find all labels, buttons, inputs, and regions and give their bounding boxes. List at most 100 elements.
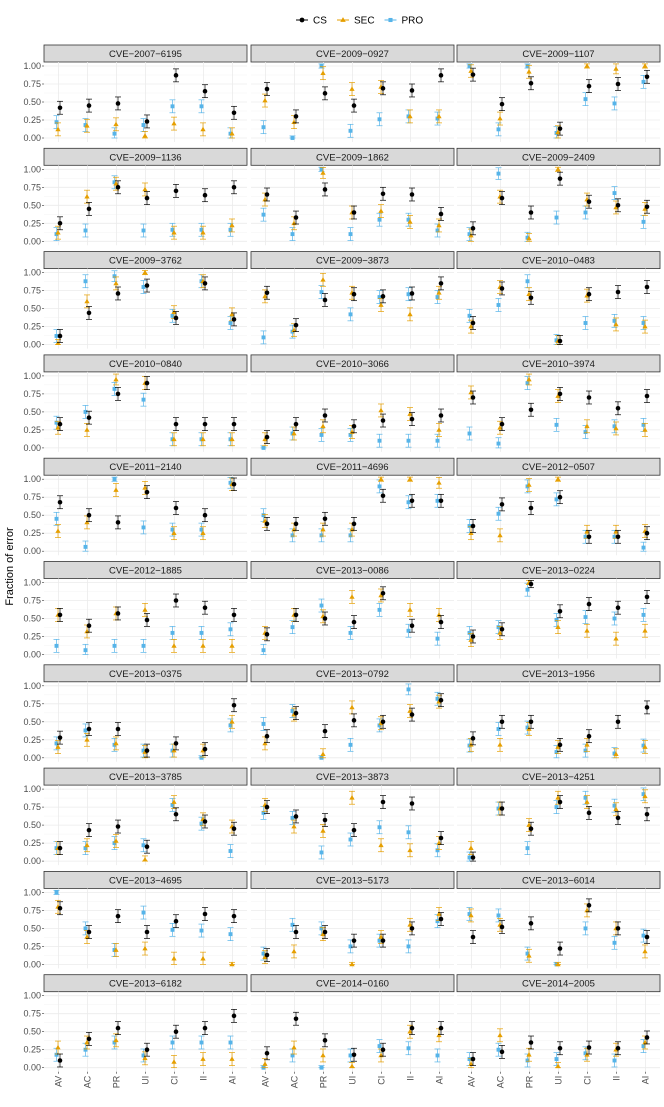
data-marker [83,728,88,733]
facet-panel: CVE−2014−0160 AV AC PR UI CI II AI [250,974,455,1088]
facet-title: CVE−2007−6195 [109,49,182,60]
point-pro [611,186,618,200]
data-marker [57,105,63,111]
data-marker [406,217,411,222]
data-marker [144,489,150,495]
data-marker [470,320,476,326]
data-marker [586,534,592,540]
data-marker [584,799,590,804]
point-cs [586,806,592,820]
y-tick-label: 0.00 [23,856,41,866]
point-cs [322,1033,328,1048]
point-sec [436,218,442,233]
point-cs [144,191,150,205]
y-tick-label: 0.25 [23,322,41,332]
y-tick-label: 0.00 [23,236,41,246]
data-marker [319,926,324,931]
data-marker [199,527,204,532]
data-marker [144,195,150,201]
data-marker [406,628,411,633]
data-marker [409,712,415,717]
point-cs [586,194,592,209]
facet-title: CVE−2013−1956 [522,669,595,680]
y-tick-label: 0.00 [23,443,41,453]
facet-title: CVE−2010−3066 [316,359,389,370]
data-marker [173,315,179,321]
point-cs [380,933,386,948]
point-sec [642,63,648,69]
point-sec [349,590,355,604]
point-cs [528,402,534,417]
point-pro [524,63,531,69]
data-marker [319,533,324,538]
data-marker [55,744,61,749]
point-cs [644,807,650,822]
y-tick-label: 0.25 [23,218,41,228]
point-sec [113,117,119,132]
point-sec [142,269,148,276]
data-marker [407,476,413,482]
y-tick-label: 0.00 [23,133,41,143]
facet-panel: CVE−2009−2409 [456,147,661,246]
data-marker [141,843,146,848]
data-marker [409,801,415,806]
data-marker [525,64,530,68]
point-pro [82,118,89,132]
data-marker [320,70,326,76]
data-marker [202,281,208,286]
data-marker [83,846,88,851]
data-marker [57,1058,63,1063]
point-cs [173,914,179,929]
data-marker [55,528,61,533]
data-marker [199,104,204,109]
data-marker [261,445,266,450]
data-marker [642,744,648,749]
point-sec [84,838,90,853]
data-marker [231,110,237,116]
point-sec [200,225,206,240]
data-marker [264,632,270,637]
data-marker [409,623,415,628]
point-cs [144,278,150,293]
point-sec [113,483,119,497]
x-tick-label: AV [467,1076,477,1087]
data-marker [349,961,355,967]
data-marker [115,726,121,732]
data-marker [86,103,92,108]
data-marker [322,616,328,621]
point-cs [438,493,444,508]
point-cs [528,1035,534,1050]
data-marker [351,103,357,108]
facet-title: CVE−2011−4696 [316,462,388,473]
data-marker [554,805,559,810]
point-sec [171,951,177,965]
data-marker [407,113,413,119]
point-cs [231,180,237,195]
facet-title: CVE−2009−1136 [109,152,181,163]
point-cs [557,335,563,345]
data-marker [554,497,559,502]
point-cs [380,795,386,809]
data-marker [351,938,357,943]
data-marker [231,185,237,190]
data-marker [377,825,382,830]
point-sec [142,855,148,862]
data-marker [83,648,88,653]
point-cs [231,1009,237,1023]
data-marker [613,204,619,210]
point-cs [586,529,592,544]
point-cs [470,930,476,944]
point-cs [409,796,415,811]
point-cs [293,925,299,939]
data-marker [229,311,235,317]
data-marker [436,427,442,432]
data-marker [54,334,59,338]
data-marker [644,934,650,940]
data-marker [173,812,179,817]
point-cs [438,693,444,708]
point-cs [264,800,270,814]
data-marker [406,438,411,443]
point-sec [526,64,532,79]
point-pro [466,907,473,921]
data-marker [349,594,355,599]
